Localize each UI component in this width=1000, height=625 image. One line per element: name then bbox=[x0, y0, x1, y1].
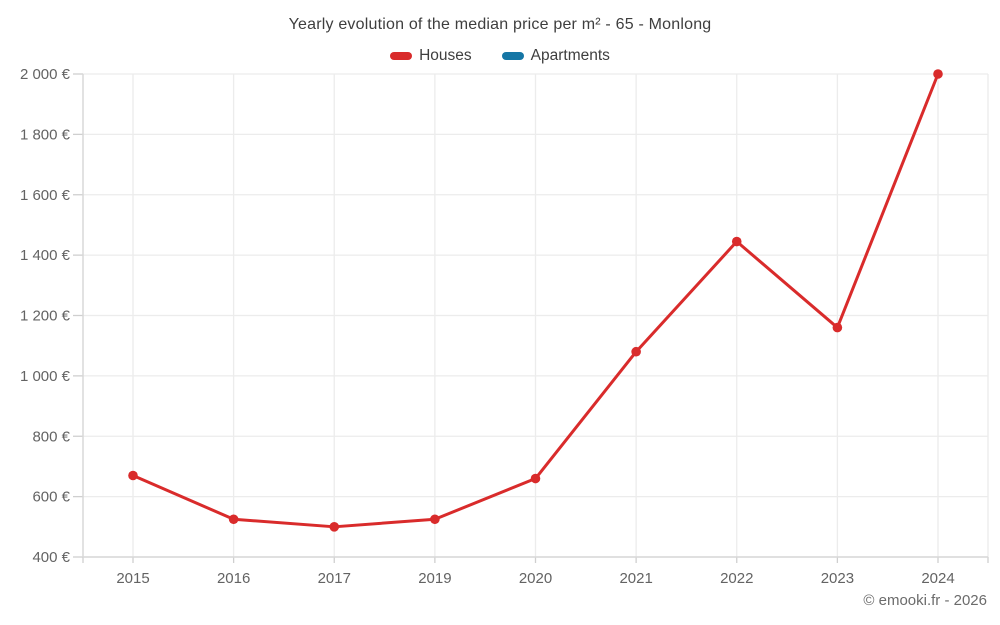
chart-title: Yearly evolution of the median price per… bbox=[288, 16, 712, 33]
apartments-series-swatch bbox=[501, 52, 524, 60]
data-point-2017[interactable] bbox=[329, 522, 340, 532]
data-point-2024[interactable] bbox=[933, 69, 943, 79]
legend: Houses Apartments bbox=[0, 46, 1000, 66]
legend-label-apartments: Apartments bbox=[530, 47, 610, 64]
y-axis-label: 1 200 € bbox=[20, 308, 71, 325]
legend-item-apartments[interactable]: Apartments bbox=[501, 47, 610, 65]
y-axis-label: 1 000 € bbox=[20, 368, 71, 385]
data-point-2021[interactable] bbox=[631, 346, 641, 357]
y-axis-label: 1 800 € bbox=[20, 126, 71, 143]
x-axis-label: 2015 bbox=[116, 570, 149, 587]
x-axis-label: 2016 bbox=[217, 570, 250, 587]
copyright-attribution: © emooki.fr - 2026 bbox=[863, 592, 987, 609]
y-axis-label: 2 000 € bbox=[20, 66, 71, 83]
data-point-2016[interactable] bbox=[228, 514, 239, 525]
legend-item-houses[interactable]: Houses bbox=[390, 47, 472, 65]
x-axis-label: 2022 bbox=[720, 570, 753, 587]
x-axis-label: 2020 bbox=[519, 570, 552, 587]
x-axis-label: 2021 bbox=[619, 570, 652, 587]
data-point-2023[interactable] bbox=[832, 322, 843, 333]
x-axis-label: 2023 bbox=[821, 570, 854, 587]
y-axis-label: 1 600 € bbox=[20, 187, 71, 204]
houses-series-swatch bbox=[390, 52, 413, 60]
x-axis-label: 2017 bbox=[318, 570, 351, 587]
y-axis-label: 400 € bbox=[32, 549, 70, 566]
data-point-2020[interactable] bbox=[530, 473, 541, 484]
data-point-2015[interactable] bbox=[128, 470, 138, 481]
data-point-2019[interactable] bbox=[430, 514, 440, 525]
x-axis-label: 2024 bbox=[921, 570, 954, 587]
y-axis-label: 1 400 € bbox=[20, 247, 71, 264]
x-axis-label: 2019 bbox=[418, 570, 451, 587]
y-axis-label: 800 € bbox=[32, 428, 70, 445]
data-point-2022[interactable] bbox=[731, 236, 742, 247]
legend-label-houses: Houses bbox=[419, 47, 472, 64]
y-axis-label: 600 € bbox=[32, 489, 70, 506]
